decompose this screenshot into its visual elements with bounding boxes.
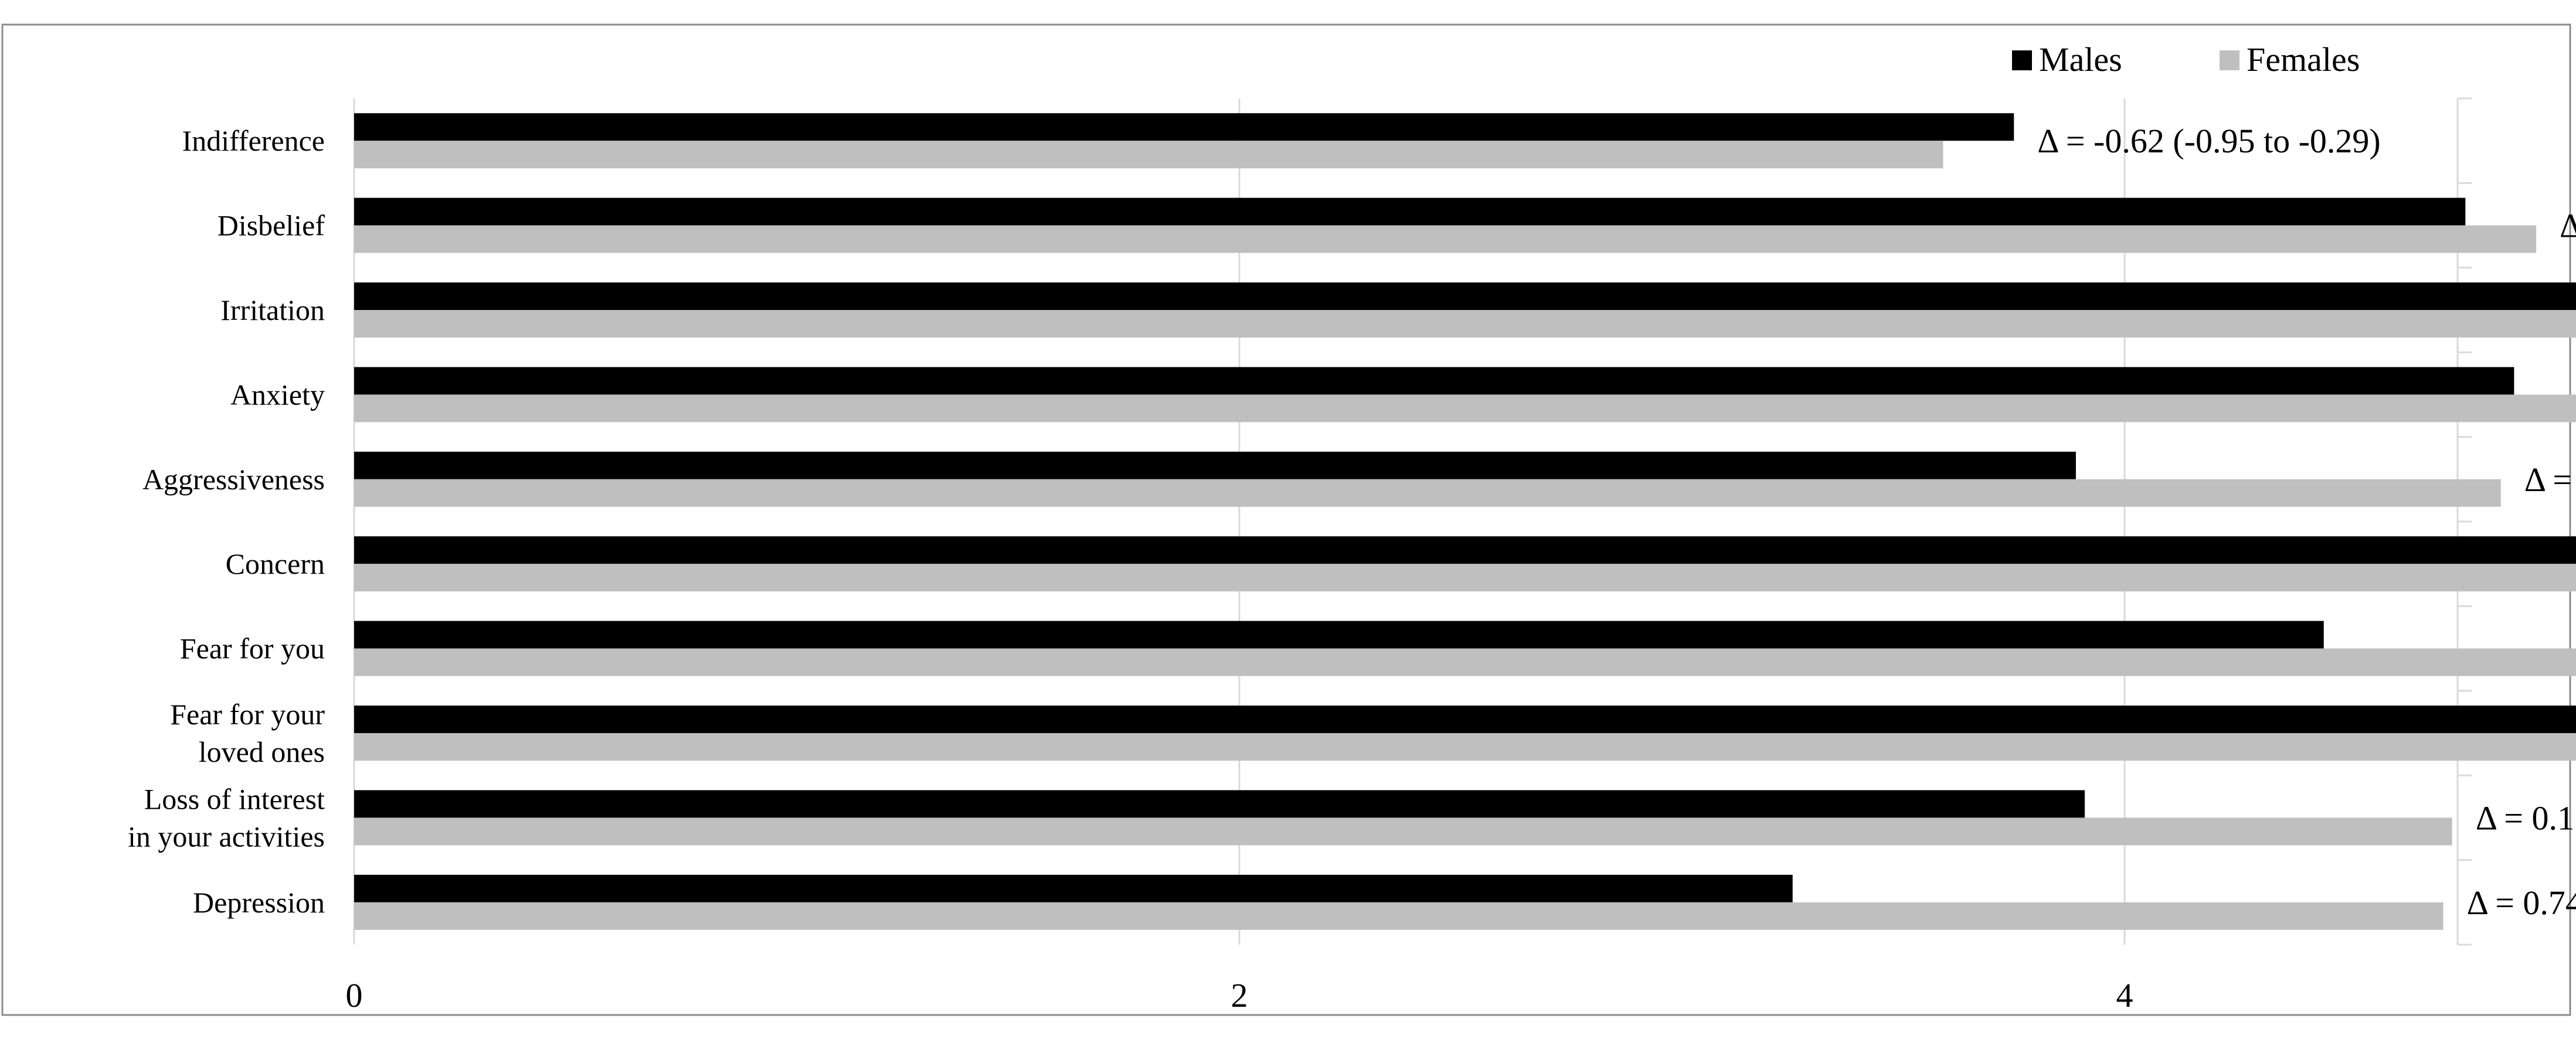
- bar-males-2: [354, 282, 2576, 310]
- bar-females-8: [354, 817, 2452, 846]
- delta-annotation-9: Δ = 0.74 (0.41 to 1.06): [2467, 884, 2576, 922]
- category-label-6: Fear for you: [180, 632, 325, 665]
- legend-label-males: Males: [2039, 40, 2122, 79]
- category-label-5: Concern: [226, 547, 325, 580]
- category-label-3: Anxiety: [230, 378, 325, 411]
- bar-males-5: [354, 536, 2576, 564]
- category-label-line: Fear for your: [170, 698, 325, 731]
- bar-females-5: [354, 564, 2576, 592]
- delta-annotation-0: Δ = -0.62 (-0.95 to -0.29): [2037, 122, 2381, 160]
- category-label-line: Depression: [193, 886, 325, 919]
- category-label-line: Aggressiveness: [142, 463, 325, 496]
- category-label-line: Anxiety: [230, 378, 325, 411]
- x-tick-label-0: 0: [346, 976, 363, 1014]
- bar-females-2: [354, 310, 2576, 338]
- legend: Males Females: [2012, 40, 2360, 79]
- category-label-line: Indifference: [182, 124, 325, 157]
- category-label-line: Concern: [226, 547, 325, 580]
- x-tick-label-1: 2: [1231, 976, 1248, 1014]
- bar-males-3: [354, 367, 2514, 395]
- category-label-1: Disbelief: [218, 209, 325, 242]
- category-label-2: Irritation: [220, 294, 325, 326]
- bar-males-7: [354, 706, 2576, 733]
- category-label-line: Irritation: [220, 294, 325, 326]
- bar-males-4: [354, 451, 2076, 479]
- legend-label-females: Females: [2247, 40, 2360, 79]
- bar-males-8: [354, 790, 2085, 818]
- chart-border: [1, 23, 2571, 1016]
- delta-annotation-8: Δ = 0.17 (-0.18 to 0.51): [2476, 799, 2576, 837]
- bar-females-7: [354, 733, 2576, 761]
- bar-females-9: [354, 902, 2444, 930]
- category-label-line: Disbelief: [218, 209, 325, 242]
- category-label-4: Aggressiveness: [142, 463, 325, 496]
- bar-males-0: [354, 113, 2014, 141]
- x-tick-label-2: 4: [2116, 976, 2133, 1014]
- x-axis-ticks: 02468: [346, 976, 2133, 1014]
- bar-females-0: [354, 141, 1943, 169]
- bar-females-4: [354, 479, 2501, 507]
- bar-females-1: [354, 225, 2537, 253]
- difference-annotations: Δ = -0.62 (-0.95 to -0.29) Δ = -0.03 (-0.…: [2037, 122, 2576, 922]
- bars: [354, 113, 2576, 930]
- category-label-7: Fear for your loved ones: [170, 698, 325, 768]
- legend-swatch-females: [2220, 50, 2239, 70]
- delta-annotation-4: Δ = -0.04 (-0.35 to 0.27): [2524, 461, 2576, 499]
- bar-males-1: [354, 197, 2466, 226]
- bar-females-6: [354, 648, 2576, 676]
- delta-annotation-1: Δ = -0.03 (-0.36 to 0.3): [2560, 207, 2576, 245]
- category-label-line: in your activities: [128, 820, 325, 853]
- bar-males-6: [354, 621, 2324, 649]
- category-label-0: Indifference: [182, 124, 325, 157]
- legend-swatch-males: [2012, 50, 2032, 70]
- bar-males-9: [354, 874, 1793, 902]
- category-label-line: Loss of interest: [144, 782, 325, 815]
- bar-females-3: [354, 394, 2576, 423]
- category-labels: Indifference Disbelief Irritation Anxiety Ag…: [128, 124, 325, 919]
- category-label-line: Fear for you: [180, 632, 325, 665]
- category-label-8: Loss of interest in your activities: [128, 782, 325, 853]
- category-label-line: loved ones: [199, 735, 325, 768]
- category-label-9: Depression: [193, 886, 325, 919]
